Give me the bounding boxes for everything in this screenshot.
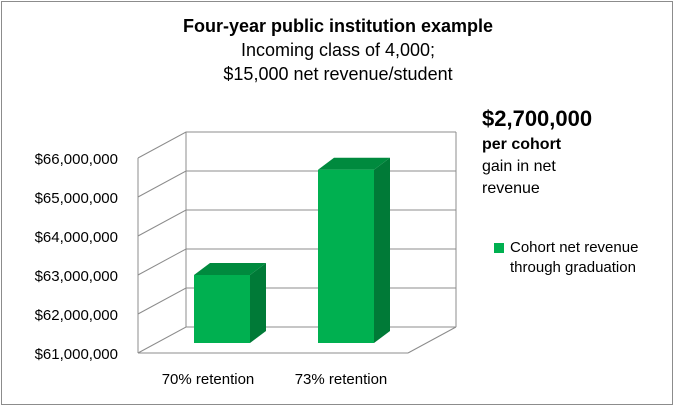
chart-subtitle-line-2: $15,000 net revenue/student xyxy=(223,64,453,84)
x-tick-label: 73% retention xyxy=(295,371,388,388)
x-tick-label: 70% retention xyxy=(162,371,255,388)
y-tick-label: $64,000,000 xyxy=(35,229,118,246)
bar-side xyxy=(374,157,390,343)
gridline xyxy=(137,326,456,354)
chart-title: Four-year public institution example xyxy=(182,16,494,36)
bar-top xyxy=(318,157,390,170)
y-tick-label: $63,000,000 xyxy=(35,268,118,285)
gain-per-cohort: per cohort xyxy=(482,136,562,153)
bar-side xyxy=(250,263,266,343)
legend-label-line-1: Cohort net revenue xyxy=(510,239,639,256)
y-tick-label: $65,000,000 xyxy=(35,190,118,207)
y-tick-label: $62,000,000 xyxy=(35,307,118,324)
bar-top xyxy=(194,263,266,275)
legend-label-line-2: through graduation xyxy=(510,259,636,276)
legend-label: Cohort net revenue through graduation xyxy=(510,238,674,278)
chart-title-block: Four-year public institution example Inc… xyxy=(0,14,676,86)
y-tick-label: $66,000,000 xyxy=(35,151,118,168)
y-tick-label: $61,000,000 xyxy=(35,346,118,363)
gain-text-line-2: revenue xyxy=(482,180,540,197)
gain-annotation: $2,700,000 per cohort gain in net revenu… xyxy=(482,104,672,200)
gain-amount: $2,700,000 xyxy=(482,106,593,131)
gain-text-line-1: gain in net xyxy=(482,158,556,175)
legend-swatch xyxy=(494,243,504,253)
chart-subtitle-line-1: Incoming class of 4,000; xyxy=(240,40,436,60)
bar xyxy=(318,169,374,343)
floor-right-edge xyxy=(407,326,457,354)
bar xyxy=(194,275,250,343)
